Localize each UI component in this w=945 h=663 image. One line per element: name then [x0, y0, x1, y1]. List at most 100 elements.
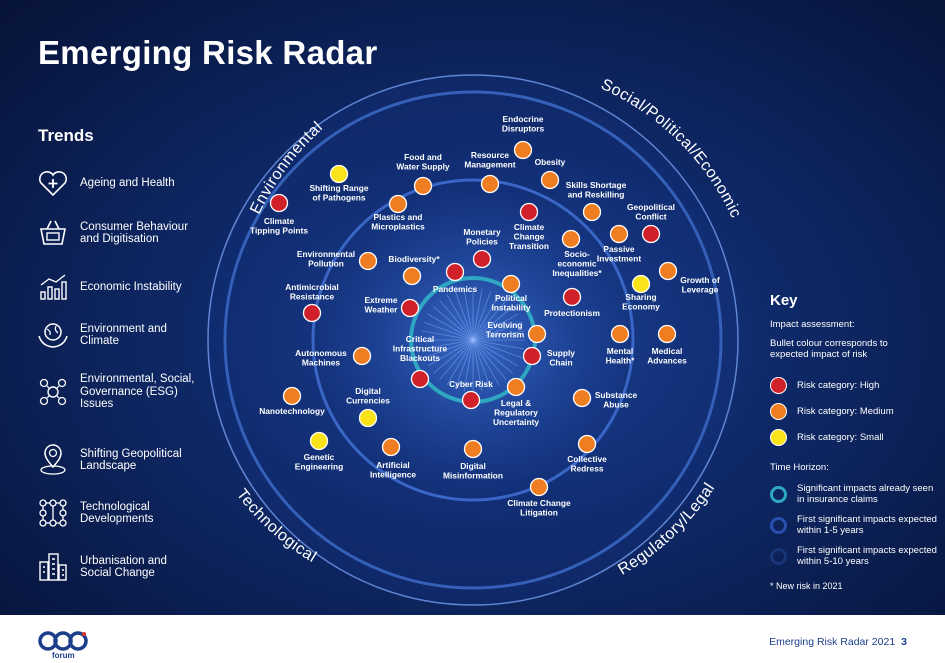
- risk-socio-economic-inequalities: Socio-economic Inequalities*: [552, 229, 602, 278]
- trend-consumer: Consumer Behaviour and Digitisation: [36, 216, 196, 250]
- risk-label: Biodiversity*: [388, 254, 440, 264]
- risk-label: Environmental Pollution: [297, 249, 355, 269]
- risk-label: Antimicrobial Resistance: [285, 282, 339, 302]
- burst-ray: [472, 339, 523, 359]
- burst-ray: [454, 339, 474, 390]
- risk-dot-high: [472, 249, 492, 269]
- risk-label: Protectionism: [544, 308, 600, 318]
- risk-label: Political Instability: [491, 293, 530, 313]
- burst-ray: [472, 321, 523, 341]
- risk-dot-medium: [572, 388, 592, 408]
- risk-dot-medium: [657, 324, 677, 344]
- trend-technological: Technological Developments: [36, 496, 196, 530]
- trend-ageing-health: Ageing and Health: [36, 166, 196, 200]
- risk-label: Food and Water Supply: [396, 152, 450, 172]
- horizon-2-label: First significant impacts expected withi…: [797, 514, 937, 536]
- small-dot: [770, 428, 787, 446]
- risk-dot-medium: [513, 140, 533, 160]
- risk-dot-medium: [501, 274, 521, 294]
- horizon-1-label: Significant impacts already seen in insu…: [797, 483, 934, 505]
- risk-dot-small: [309, 431, 329, 451]
- risk-label: Artificial Intelligence: [370, 460, 416, 480]
- trends-heading: Trends: [38, 126, 94, 145]
- risk-dot-small: [358, 408, 378, 428]
- legend-high-label: Risk category: High: [797, 379, 880, 391]
- shopping-basket-icon: [40, 220, 66, 245]
- burst-ray: [454, 290, 474, 341]
- risk-protectionism: Protectionism: [544, 287, 600, 318]
- globe-hands-icon: [38, 323, 68, 348]
- trend-label: Technological Developments: [80, 500, 154, 526]
- risk-label: Pandemics: [433, 284, 478, 294]
- risk-dot-high: [302, 303, 322, 323]
- burst-ray: [432, 306, 474, 341]
- impact-description: Bullet colour corresponds to expected im…: [770, 337, 888, 361]
- risk-label: Skills Shortage and Reskilling: [566, 180, 627, 200]
- heart-plus-icon: [38, 171, 68, 197]
- risk-label: Cyber Risk: [449, 379, 493, 389]
- risk-dot-medium: [480, 174, 500, 194]
- risk-label: Geopolitical Conflict: [627, 202, 675, 222]
- footer-report-info: Emerging Risk Radar 2021 3: [769, 636, 907, 648]
- legend-horizon-1: Significant impacts already seen in insu…: [770, 483, 940, 505]
- risk-food-and-water-supply: Food and Water Supply: [396, 152, 450, 196]
- map-pin-globe-icon: [40, 444, 66, 475]
- risk-dot-high: [269, 193, 289, 213]
- esg-network-icon: [39, 378, 67, 405]
- risk-label: Digital Misinformation: [443, 461, 503, 481]
- page-title: Emerging Risk Radar: [38, 34, 378, 71]
- risk-label: Genetic Engineering: [295, 452, 343, 472]
- risk-nanotechnology: Nanotechnology: [259, 386, 325, 416]
- risk-plastics-and-microplastics: Plastics and Microplastics: [371, 194, 425, 232]
- trend-urbanisation: Urbanisation and Social Change: [36, 550, 196, 584]
- burst-ray: [446, 339, 474, 386]
- risk-label: Substance Abuse: [595, 390, 638, 410]
- risk-label: Critical Infrastructure Blackouts: [393, 334, 448, 363]
- risk-dot-high: [461, 390, 481, 410]
- trend-label: Environment and Climate: [80, 322, 167, 348]
- risk-dot-medium: [388, 194, 408, 214]
- risk-obesity: Obesity: [535, 157, 566, 190]
- risk-label: Shifting Range of Pathogens: [309, 183, 368, 203]
- city-buildings-icon: [39, 553, 67, 581]
- burst-ray: [427, 313, 474, 341]
- risk-evolving-terrorism: Evolving Terrorism: [486, 320, 547, 344]
- risk-environmental-pollution: Environmental Pollution: [297, 249, 378, 271]
- trend-label: Urbanisation and Social Change: [80, 554, 167, 580]
- medium-dot: [770, 402, 787, 420]
- risk-autonomous-machines: Autonomous Machines: [295, 346, 372, 368]
- risk-label: Digital Currencies: [346, 386, 390, 406]
- legend-small: Risk category: Small: [770, 428, 940, 446]
- risk-dot-medium: [561, 229, 581, 249]
- risk-label: Medical Advances: [647, 346, 687, 366]
- burst-ray: [427, 339, 474, 367]
- trend-label: Environmental, Social, Governance (ESG) …: [80, 373, 195, 410]
- risk-pandemics: Pandemics: [433, 262, 478, 294]
- bar-chart-icon: [40, 274, 67, 300]
- risk-label: Climate Change Transition: [509, 222, 549, 251]
- risk-endocrine-disruptors: Endocrine Disruptors: [502, 114, 545, 160]
- risk-dot-small: [631, 274, 651, 294]
- burst-ray: [472, 339, 500, 386]
- risk-climate-change-transition: Climate Change Transition: [509, 202, 549, 251]
- risk-label: Resource Management: [464, 150, 515, 170]
- risk-dot-high: [641, 224, 661, 244]
- new-risk-note: * New risk in 2021: [770, 581, 843, 591]
- risk-label: Socio-economic Inequalities*: [552, 249, 602, 278]
- circuit-nodes-icon: [39, 499, 67, 527]
- burst-ray: [472, 339, 519, 367]
- horizon-ring-outer: [770, 547, 787, 565]
- horizon-ring-inner: [770, 485, 787, 503]
- legend-horizon-2: First significant impacts expected withi…: [770, 514, 940, 536]
- trend-label: Economic Instability: [80, 280, 182, 293]
- trend-label: Shifting Geopolitical Landscape: [80, 447, 182, 473]
- risk-label: Evolving Terrorism: [486, 320, 524, 340]
- risk-dot-medium: [527, 324, 547, 344]
- risk-genetic-engineering: Genetic Engineering: [295, 431, 343, 472]
- burst-ray: [439, 339, 474, 381]
- radar-panel: Emerging Risk Radar Trends Ageing and He…: [0, 0, 945, 615]
- burst-ray: [472, 299, 507, 341]
- risk-label: Extreme Weather: [364, 295, 398, 315]
- risk-label: Monetary Policies: [463, 227, 501, 247]
